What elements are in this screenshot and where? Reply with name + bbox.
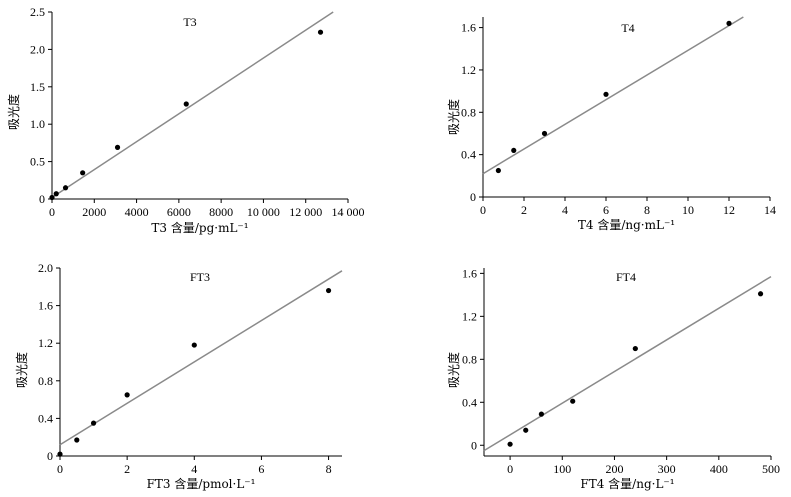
chart-3-data-point [757,291,764,297]
chart-3-ytick-label: 1.6 [462,266,477,280]
chart-1-data-point [541,130,548,137]
chart-3-x-axis-label: FT4 含量/ng·L⁻¹ [580,476,674,491]
chart-2-ytick-label: 0 [47,449,53,463]
chart-2-ytick-label: 2.0 [38,261,53,275]
chart-1-xtick-label: 4 [562,203,568,217]
chart-2-xtick-label: 0 [57,462,63,476]
chart-0-xtick-label: 0 [49,205,55,219]
chart-3-title: FT4 [616,270,636,284]
chart-2-title: FT3 [190,270,210,284]
chart-2-y-axis-label: 吸光度 [14,352,29,388]
chart-3-xtick-label: 300 [658,462,676,476]
chart-2-xtick-label: 2 [124,462,130,476]
chart-2-data-point [90,420,97,426]
chart-0-fit-line [51,11,334,199]
chart-0-ytick-label: 1.5 [30,80,45,94]
chart-2-data-point [191,342,197,348]
chart-1-x-axis-label: T4 含量/ng·mL⁻¹ [578,217,675,232]
chart-3-y-axis-label: 吸光度 [446,352,461,388]
chart-1-data-point [603,91,609,97]
chart-2-data-point [325,287,332,294]
chart-1-y-axis-label: 吸光度 [446,99,461,135]
chart-0-x-axis-label: T3 含量/pg·mL⁻¹ [151,220,248,235]
chart-0-data-point [80,170,86,176]
chart-1-ytick-label: 1.2 [461,63,476,77]
chart-0-data-point [62,185,69,191]
chart-0-ytick-label: 2.0 [30,42,45,56]
chart-2-data-point [124,392,130,398]
chart-1-ytick-label: 0 [470,190,476,204]
chart-1-xtick-label: 8 [644,203,650,217]
chart-3-data-point [507,441,513,447]
chart-2-xtick-label: 6 [258,462,264,476]
chart-0-data-point [317,29,324,35]
chart-0-ytick-label: 1.0 [30,117,45,131]
chart-3-xtick-label: 500 [762,462,780,476]
chart-0-xtick-label: 6000 [167,205,191,219]
chart-1-xtick-label: 0 [480,203,486,217]
chart-2-fit-line [59,270,343,446]
chart-1-ytick-label: 1.6 [461,21,476,35]
chart-0-ytick-label: 0 [39,192,45,206]
chart-3-xtick-label: 400 [710,462,728,476]
chart-0-data-point [53,191,59,197]
chart-3-data-point [632,345,638,352]
chart-3: 0 0.4 0.8 1.2 1.6 0 100 200 300 400 500 FT4 FT4 含量/n… [446,266,780,491]
chart-0-ytick-label: 0.5 [30,155,45,169]
chart-3-data-point [538,411,545,417]
chart-3-ytick-label: 0.8 [462,352,477,366]
chart-2-xtick-label: 4 [191,462,197,476]
chart-3-ytick-label: 0.4 [462,395,477,409]
chart-2-ytick-label: 0.4 [38,411,53,425]
chart-0-xtick-label: 4000 [125,205,149,219]
chart-1-xtick-label: 10 [682,203,694,217]
chart-2-ytick-label: 1.2 [38,336,53,350]
chart-3-ytick-label: 1.2 [462,309,477,323]
chart-1-data-point [511,147,517,154]
chart-2-data-point [74,437,80,443]
chart-0-y-axis-label: 吸光度 [6,94,21,130]
chart-3-data-point [570,398,576,404]
chart-1-xtick-label: 6 [603,203,609,217]
chart-1-data-point [495,167,501,174]
chart-2: 0 0.4 0.8 1.2 1.6 2.0 0 2 4 6 8 FT3 FT3 含量/pmol·L⁻¹ 吸… [14,261,343,491]
chart-0-data-point [183,101,189,107]
chart-1-xtick-label: 14 [764,203,776,217]
chart-1-ytick-label: 0.8 [461,105,476,119]
chart-2-ytick-label: 1.6 [38,299,53,313]
chart-0-xtick-label: 8000 [209,205,233,219]
chart-2-ytick-label: 0.8 [38,374,53,388]
chart-3-xtick-label: 200 [605,462,623,476]
chart-2-data-point [57,451,63,457]
chart-1-data-point [726,20,732,26]
chart-3-ytick-label: 0 [471,438,477,452]
chart-1-xtick-label: 12 [723,203,735,217]
chart-3-xtick-label: 0 [507,462,513,476]
chart-0-ytick-label: 2.5 [30,5,45,19]
chart-0-data-point [114,144,121,150]
chart-1: 0 0.4 0.8 1.2 1.6 0 2 4 6 8 10 12 14 T4 T4 含量/ng·mL⁻¹ 吸… [446,16,776,232]
chart-0-title: T3 [183,15,196,29]
chart-1-ytick-label: 0.4 [461,148,476,162]
chart-3-xtick-label: 100 [553,462,571,476]
chart-2-xtick-label: 8 [326,462,332,476]
chart-1-title: T4 [621,21,634,35]
chart-0-xtick-label: 10 000 [247,205,280,219]
chart-1-xtick-label: 2 [521,203,527,217]
chart-3-data-point [523,427,529,433]
chart-1-fit-line [482,16,744,175]
chart-0-xtick-label: 2000 [82,205,106,219]
chart-3-fit-line [483,275,772,452]
chart-0-data-point [49,194,55,201]
chart-0-xtick-label: 14 000 [332,205,365,219]
chart-0: 0 0.5 1.0 1.5 2.0 2.5 0 2000 4000 6000 8000 10 000 1… [6,5,365,235]
chart-0-xtick-label: 12 000 [289,205,322,219]
chart-2-x-axis-label: FT3 含量/pmol·L⁻¹ [147,476,256,491]
